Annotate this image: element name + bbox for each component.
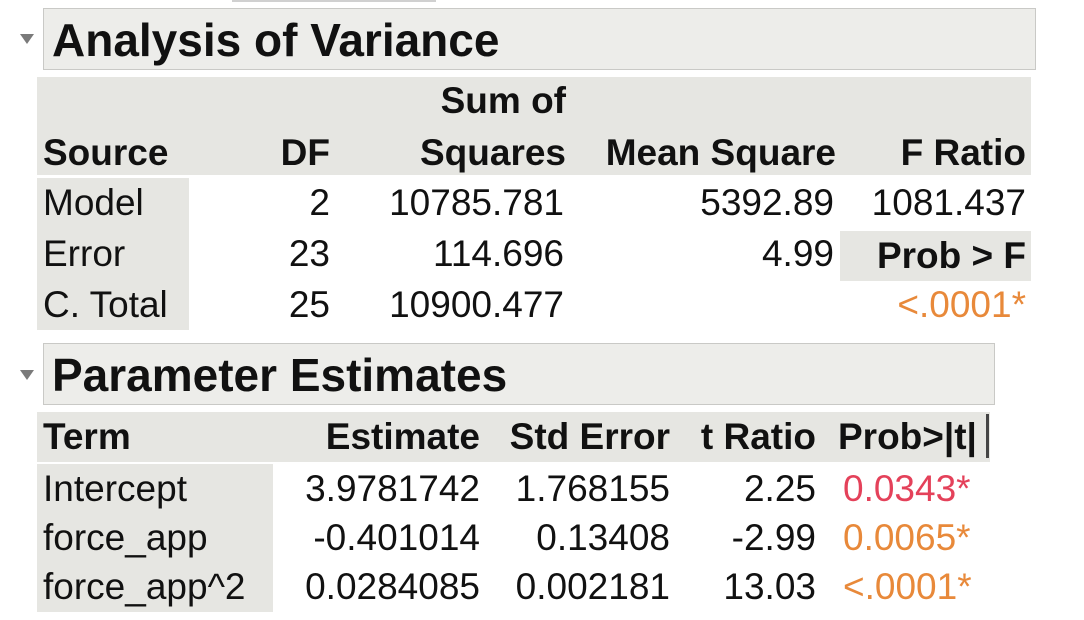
anova-row-ctotal-df: 25 <box>288 284 330 325</box>
params-row-force-app2-tratio: 13.03 <box>723 566 816 607</box>
top-divider <box>232 0 436 2</box>
prob-f-label-box <box>840 231 1031 281</box>
anova-row-model-df: 2 <box>309 182 330 223</box>
anova-row-error-df: 23 <box>288 233 330 274</box>
params-header-term: Term <box>43 416 131 457</box>
params-row-force-app-stderr: 0.13408 <box>536 517 670 558</box>
params-header-tratio: t Ratio <box>700 416 816 457</box>
anova-header-source: Source <box>43 132 169 173</box>
anova-header-df: DF <box>280 132 330 173</box>
anova-row-error-ss: 114.696 <box>433 233 564 274</box>
anova-header-ss-line1: Sum of <box>440 80 566 121</box>
anova-row-error-ms: 4.99 <box>761 233 834 274</box>
params-row-force-app2-prob: <.0001* <box>843 566 972 607</box>
anova-header-ss-line2: Squares <box>419 132 566 173</box>
params-row-force-app2-estimate: 0.0284085 <box>305 566 480 607</box>
anova-row-model-ms: 5392.89 <box>700 182 834 223</box>
params-row-force-app2-stderr: 0.002181 <box>515 566 670 607</box>
disclosure-triangle-icon[interactable] <box>20 370 34 380</box>
prob-f-label: Prob > F <box>876 235 1026 276</box>
anova-source-column <box>37 178 189 330</box>
params-row-force-app-estimate: -0.401014 <box>313 517 480 558</box>
params-row-intercept-prob: 0.0343* <box>843 468 971 509</box>
disclosure-triangle-icon[interactable] <box>20 34 34 44</box>
params-row-intercept-term: Intercept <box>43 468 187 509</box>
anova-row-ctotal-source: C. Total <box>43 284 168 325</box>
params-row-force-app-prob: 0.0065* <box>843 517 971 558</box>
params-row-intercept-estimate: 3.9781742 <box>305 468 480 509</box>
params-row-intercept-stderr: 1.768155 <box>515 468 670 509</box>
anova-header-f: F Ratio <box>900 132 1026 173</box>
prob-f-value: <.0001* <box>897 284 1026 325</box>
params-term-column <box>37 464 273 612</box>
params-row-force-app-term: force_app <box>43 517 208 558</box>
params-header-stderr: Std Error <box>509 416 670 457</box>
params-header-estimate: Estimate <box>325 416 480 457</box>
anova-row-error-source: Error <box>43 233 126 274</box>
anova-header-ms: Mean Square <box>605 132 836 173</box>
params-row-intercept-tratio: 2.25 <box>743 468 816 509</box>
anova-section-header[interactable]: Analysis of Variance <box>43 8 1036 70</box>
params-header-prob: Prob>|t| <box>838 416 977 457</box>
params-row-force-app2-term: force_app^2 <box>43 566 246 607</box>
anova-header-row <box>37 77 1031 175</box>
anova-row-model-ss: 10785.781 <box>389 182 564 223</box>
anova-row-model-source: Model <box>43 182 144 223</box>
header-column-divider <box>986 414 989 458</box>
params-row-force-app-tratio: -2.99 <box>731 517 816 558</box>
anova-row-ctotal-ss: 10900.477 <box>389 284 564 325</box>
anova-row-model-f: 1081.437 <box>871 182 1026 223</box>
params-section-header[interactable]: Parameter Estimates <box>43 343 995 405</box>
params-header-row <box>37 412 990 462</box>
